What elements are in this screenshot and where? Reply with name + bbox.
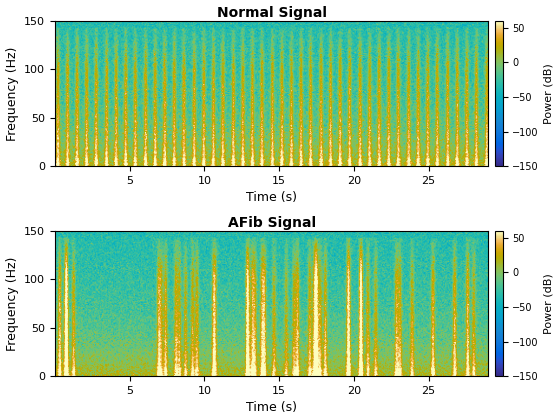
Y-axis label: Frequency (Hz): Frequency (Hz)	[6, 46, 18, 141]
X-axis label: Time (s): Time (s)	[246, 402, 297, 415]
Y-axis label: Frequency (Hz): Frequency (Hz)	[6, 256, 18, 351]
Title: AFib Signal: AFib Signal	[227, 215, 316, 230]
Title: Normal Signal: Normal Signal	[217, 5, 326, 20]
Y-axis label: Power (dB): Power (dB)	[543, 273, 553, 334]
Y-axis label: Power (dB): Power (dB)	[543, 63, 553, 124]
X-axis label: Time (s): Time (s)	[246, 192, 297, 205]
